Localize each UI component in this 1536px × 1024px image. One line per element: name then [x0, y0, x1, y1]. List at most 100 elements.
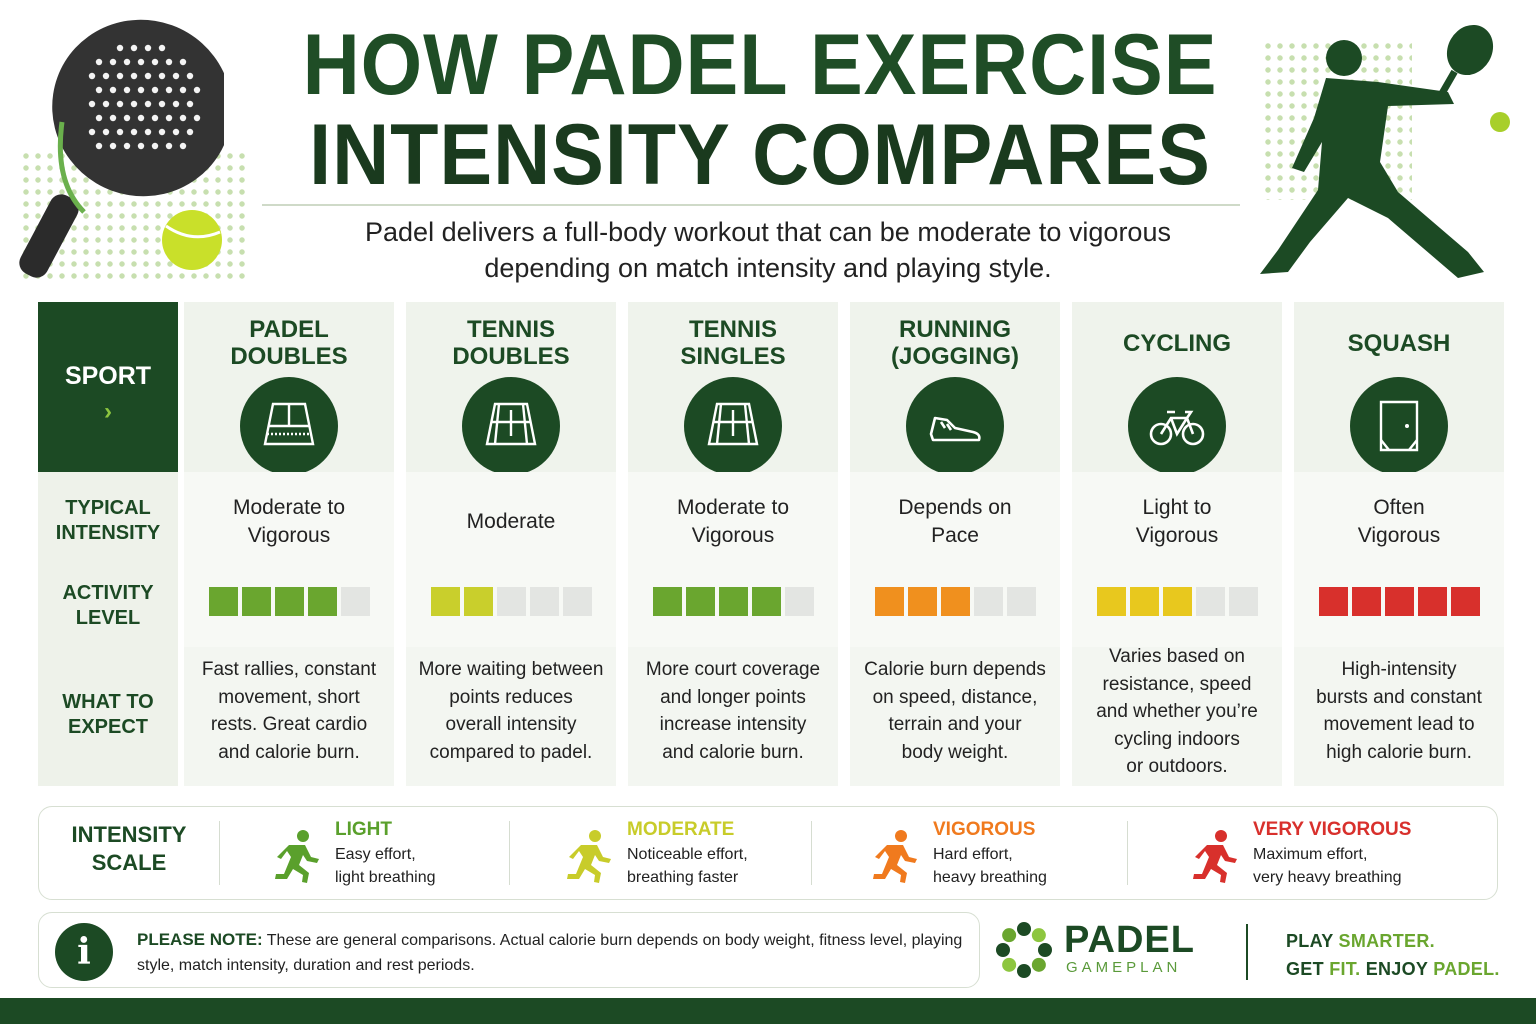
footer-bar — [0, 998, 1536, 1024]
intensity-band — [1072, 472, 1282, 647]
expect-line: increase intensity — [659, 714, 807, 735]
sport-column: SQUASH Often Vigorous High-intensity bursts … — [1294, 302, 1504, 786]
note-label: PLEASE NOTE: — [137, 930, 263, 949]
intensity-line-1: Depends on — [898, 496, 1012, 519]
title-line-2: INTENSITY COMPARES — [309, 107, 1211, 203]
intensity-scale: INTENSITY SCALE LIGHT Easy effort, light br… — [38, 806, 1498, 900]
level-segment-filled — [1318, 587, 1348, 616]
expect-line: terrain and your — [888, 714, 1022, 735]
expect-line: and whether you’re — [1096, 701, 1258, 722]
typical-intensity-value: Moderate to Vigorous — [628, 494, 838, 550]
please-note-box: i PLEASE NOTE: These are general compari… — [38, 912, 980, 988]
scale-divider — [509, 821, 510, 885]
note-body: These are general comparisons. Actual ca… — [137, 932, 963, 974]
runner-icon — [567, 830, 611, 883]
runner-icon — [1193, 830, 1237, 883]
what-to-expect-text: More waiting between points reduces overal… — [414, 656, 608, 766]
level-segment-empty — [1228, 587, 1258, 616]
activity-level-meter — [1072, 587, 1282, 616]
sport-name: PADEL — [249, 316, 329, 343]
scale-divider — [219, 821, 220, 885]
typical-intensity-value: Depends on Pace — [850, 494, 1060, 550]
level-segment-filled — [907, 587, 937, 616]
level-segment-empty — [340, 587, 370, 616]
what-to-expect-text: More court coverage and longer points incr… — [636, 656, 830, 766]
expect-line: points reduces — [449, 686, 573, 708]
subtitle: Padel delivers a full-body workout that … — [365, 217, 1171, 283]
scale-item-name: VIGOROUS — [933, 819, 1036, 840]
intensity-line-1: Moderate to — [232, 496, 346, 519]
expect-line: Fast rallies, constant — [201, 659, 377, 680]
expect-line: movement lead to — [1323, 714, 1475, 735]
typical-intensity-value: Light to Vigorous — [1072, 494, 1282, 550]
sport-name: TENNIS — [688, 316, 777, 343]
what-to-expect-text: Varies based on resistance, speed and whet… — [1080, 643, 1274, 781]
level-segment-filled — [751, 587, 781, 616]
sport-name-line-2: SINGLES — [680, 343, 786, 370]
expect-line: and calorie burn. — [218, 741, 360, 763]
expect-line: High-intensity — [1341, 659, 1457, 680]
expect-line: and longer points — [660, 686, 806, 708]
level-segment-filled — [874, 587, 904, 616]
tennis-court-icon — [462, 377, 560, 475]
chevron-right-icon: › — [104, 398, 112, 425]
expect-line: rests. Great cardio — [210, 714, 368, 735]
intensity-line-2: Vigorous — [1357, 524, 1441, 547]
level-segment-empty — [1006, 587, 1036, 616]
level-segment-filled — [274, 587, 304, 616]
level-segment-filled — [241, 587, 271, 616]
expect-line: bursts and constant — [1316, 686, 1482, 708]
scale-item-description: Easy effort, light breathing — [335, 846, 436, 886]
activity-level-meter — [184, 587, 394, 616]
level-segment-filled — [208, 587, 238, 616]
what-to-expect-text: Fast rallies, constant movement, short res… — [192, 656, 386, 766]
scale-divider — [1127, 821, 1128, 885]
info-icon: i — [55, 923, 113, 981]
sport-name: CYCLING — [1123, 330, 1231, 357]
typical-intensity-value: Moderate — [406, 508, 616, 536]
level-segment-filled — [1417, 587, 1447, 616]
expect-line: overall intensity — [445, 714, 577, 735]
runner-icon — [275, 830, 319, 883]
expect-line: movement, short — [218, 686, 360, 708]
title-line-1: HOW PADEL EXERCISE — [302, 17, 1218, 113]
padel-racket-illustration — [19, 19, 224, 278]
scale-item-name: MODERATE — [627, 819, 735, 840]
level-segment-filled — [430, 587, 460, 616]
intensity-line-2: Vigorous — [691, 524, 775, 547]
comparison-table: SPORT › TYPICAL INTENSITY ACTIVITY LEVEL W… — [38, 302, 1504, 786]
sport-name-line-2: DOUBLES — [452, 343, 570, 370]
note-text: PLEASE NOTE: These are general compariso… — [137, 927, 967, 978]
intensity-scale-label: INTENSITY SCALE — [71, 822, 187, 875]
sport-column: RUNNING (JOGGING) Depends on Pace Calorie bu… — [850, 302, 1060, 786]
tagline-line-2: GET FIT. ENJOY PADEL. — [1286, 959, 1500, 979]
intensity-line-1: Moderate — [466, 510, 556, 533]
sport-header-cell: SPORT › — [38, 302, 178, 472]
intensity-line-1: Light to — [1142, 496, 1212, 519]
intensity-line-2: Vigorous — [1135, 524, 1219, 547]
tagline-line-1: PLAY SMARTER. — [1286, 931, 1435, 951]
what-to-expect-text: Calorie burn depends on speed, distance, t… — [858, 656, 1052, 766]
intensity-band — [850, 472, 1060, 647]
level-segment-empty — [562, 587, 592, 616]
padel-player-silhouette — [1260, 24, 1510, 278]
expect-line: high calorie burn. — [1326, 741, 1472, 763]
intensity-band — [1294, 472, 1504, 647]
sport-name: TENNIS — [466, 316, 555, 343]
scale-item-description: Hard effort, heavy breathing — [933, 846, 1047, 886]
level-segment-filled — [685, 587, 715, 616]
intensity-line-2: Pace — [931, 524, 979, 547]
intensity-line-2: Vigorous — [247, 524, 331, 547]
level-segment-empty — [1195, 587, 1225, 616]
brand-divider — [1246, 924, 1248, 980]
expect-line: More waiting between — [418, 659, 604, 680]
level-segment-empty — [496, 587, 526, 616]
level-segment-filled — [307, 587, 337, 616]
activity-level-label: ACTIVITY LEVEL — [62, 582, 154, 629]
sport-column: PADEL DOUBLES Moderate to Vigorous Fast rall… — [184, 302, 394, 786]
level-segment-filled — [1162, 587, 1192, 616]
intensity-band — [184, 472, 394, 647]
expect-line: Calorie burn depends — [864, 659, 1046, 680]
scale-item-description: Maximum effort, very heavy breathing — [1253, 846, 1402, 886]
padel-gameplan-logo-icon — [996, 922, 1052, 978]
